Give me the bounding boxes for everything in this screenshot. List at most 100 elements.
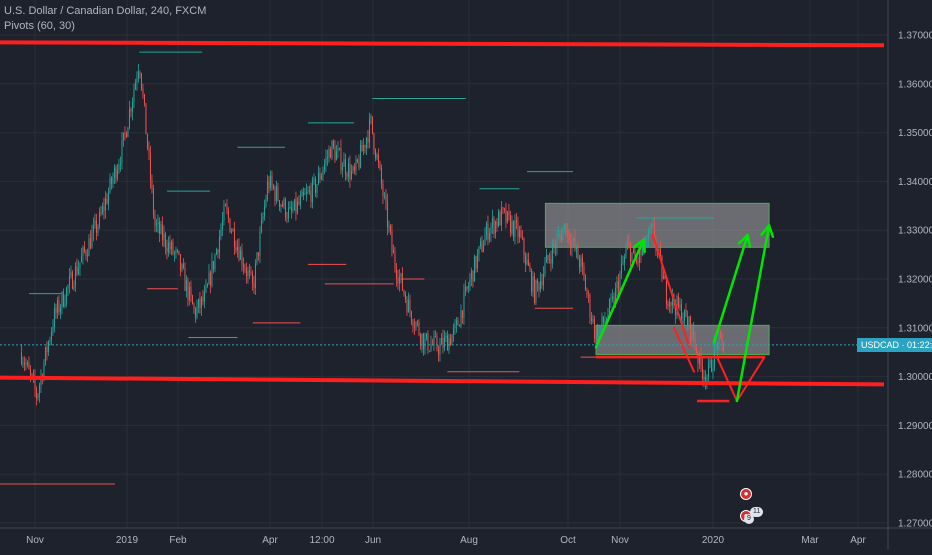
- candle-body: [74, 266, 76, 286]
- candle-body: [539, 280, 541, 291]
- candle-body: [265, 199, 267, 207]
- candle-body: [268, 181, 270, 189]
- candle-body: [55, 308, 57, 313]
- candle-body: [470, 270, 472, 279]
- indicator-label[interactable]: Pivots (60, 30): [4, 20, 75, 32]
- candle-body: [551, 243, 553, 264]
- candle-body: [125, 132, 127, 138]
- candle-body: [524, 255, 526, 265]
- candle-body: [394, 253, 396, 268]
- candle-body: [325, 157, 327, 164]
- candle-body: [113, 167, 115, 178]
- candle-body: [196, 307, 198, 318]
- candle-body: [62, 292, 64, 307]
- candle-body: [130, 109, 132, 112]
- candle-body: [314, 178, 316, 194]
- candle-body: [358, 161, 360, 168]
- candle-body: [458, 325, 460, 327]
- candle-body: [424, 338, 426, 350]
- candle-body: [544, 262, 546, 275]
- x-tick-label: 2019: [116, 535, 139, 546]
- candle-body: [52, 327, 54, 332]
- candle-body: [635, 260, 637, 262]
- candle-body: [31, 373, 33, 376]
- candle-body: [269, 175, 271, 189]
- candle-body: [481, 241, 483, 252]
- candle-body: [35, 389, 37, 399]
- candle-body: [427, 333, 429, 351]
- candle-body: [40, 375, 42, 386]
- candle-body: [533, 276, 535, 303]
- candle-body: [607, 314, 609, 319]
- candle-body: [128, 109, 130, 128]
- candle-body: [433, 336, 435, 345]
- y-tick-label: 1.30000: [898, 372, 932, 383]
- candle-body: [419, 334, 421, 345]
- candle-body: [500, 207, 502, 226]
- candle-body: [226, 204, 228, 211]
- candle-body: [359, 144, 361, 168]
- candle-body: [28, 362, 30, 370]
- candle-body: [101, 206, 103, 214]
- candle-body: [407, 299, 409, 313]
- candle-body: [112, 177, 114, 184]
- candle-body: [565, 223, 567, 236]
- candle-body: [545, 255, 547, 263]
- candle-body: [479, 241, 481, 247]
- candle-body: [598, 329, 600, 343]
- candle-body: [664, 275, 666, 279]
- candle-body: [292, 209, 294, 211]
- candle-body: [416, 322, 418, 324]
- candle-body: [707, 364, 709, 378]
- candle-body: [277, 186, 279, 201]
- candle-body: [355, 159, 357, 171]
- candle-body: [217, 249, 219, 253]
- candle-body: [412, 321, 414, 327]
- candle-body: [400, 273, 402, 277]
- candle-body: [179, 254, 181, 271]
- candle-body: [442, 337, 444, 348]
- candle-body: [136, 78, 138, 83]
- candle-body: [682, 320, 684, 324]
- candle-body: [61, 292, 63, 308]
- candle-body: [428, 350, 430, 352]
- candle-body: [575, 245, 577, 250]
- candle-body: [661, 256, 663, 280]
- candle-body: [280, 204, 282, 208]
- calendar-event-icon[interactable]: ●: [740, 488, 752, 500]
- candle-body: [488, 233, 490, 240]
- candle-body: [514, 220, 516, 238]
- candle-body: [181, 264, 183, 271]
- y-tick-label: 1.27000: [898, 519, 932, 530]
- candle-body: [281, 204, 283, 207]
- candle-body: [581, 257, 583, 267]
- chart-title[interactable]: U.S. Dollar / Canadian Dollar, 240, FXCM: [4, 5, 207, 17]
- candle-body: [722, 342, 724, 353]
- candle-body: [572, 238, 574, 242]
- candle-body: [145, 103, 147, 135]
- y-tick-label: 1.33000: [898, 226, 932, 237]
- candle-body: [95, 220, 97, 233]
- candle-body: [169, 242, 171, 250]
- candle-body: [22, 362, 24, 364]
- candle-body: [353, 166, 355, 171]
- candle-body: [404, 293, 406, 300]
- candle-body: [448, 338, 450, 351]
- candle-body: [37, 394, 39, 399]
- x-tick-label: Mar: [801, 535, 819, 546]
- candle-body: [190, 286, 192, 296]
- candle-body: [103, 206, 105, 211]
- candle-body: [124, 132, 126, 134]
- candle-body: [421, 333, 423, 345]
- candle-body: [253, 283, 255, 289]
- candle-body: [116, 170, 118, 179]
- event-count-badge-2: 9: [744, 514, 754, 524]
- candle-body: [44, 346, 46, 363]
- candle-body: [79, 262, 81, 269]
- candle-body: [704, 376, 706, 383]
- candle-body: [698, 353, 700, 364]
- candle-body: [154, 214, 156, 226]
- candle-body: [109, 177, 111, 193]
